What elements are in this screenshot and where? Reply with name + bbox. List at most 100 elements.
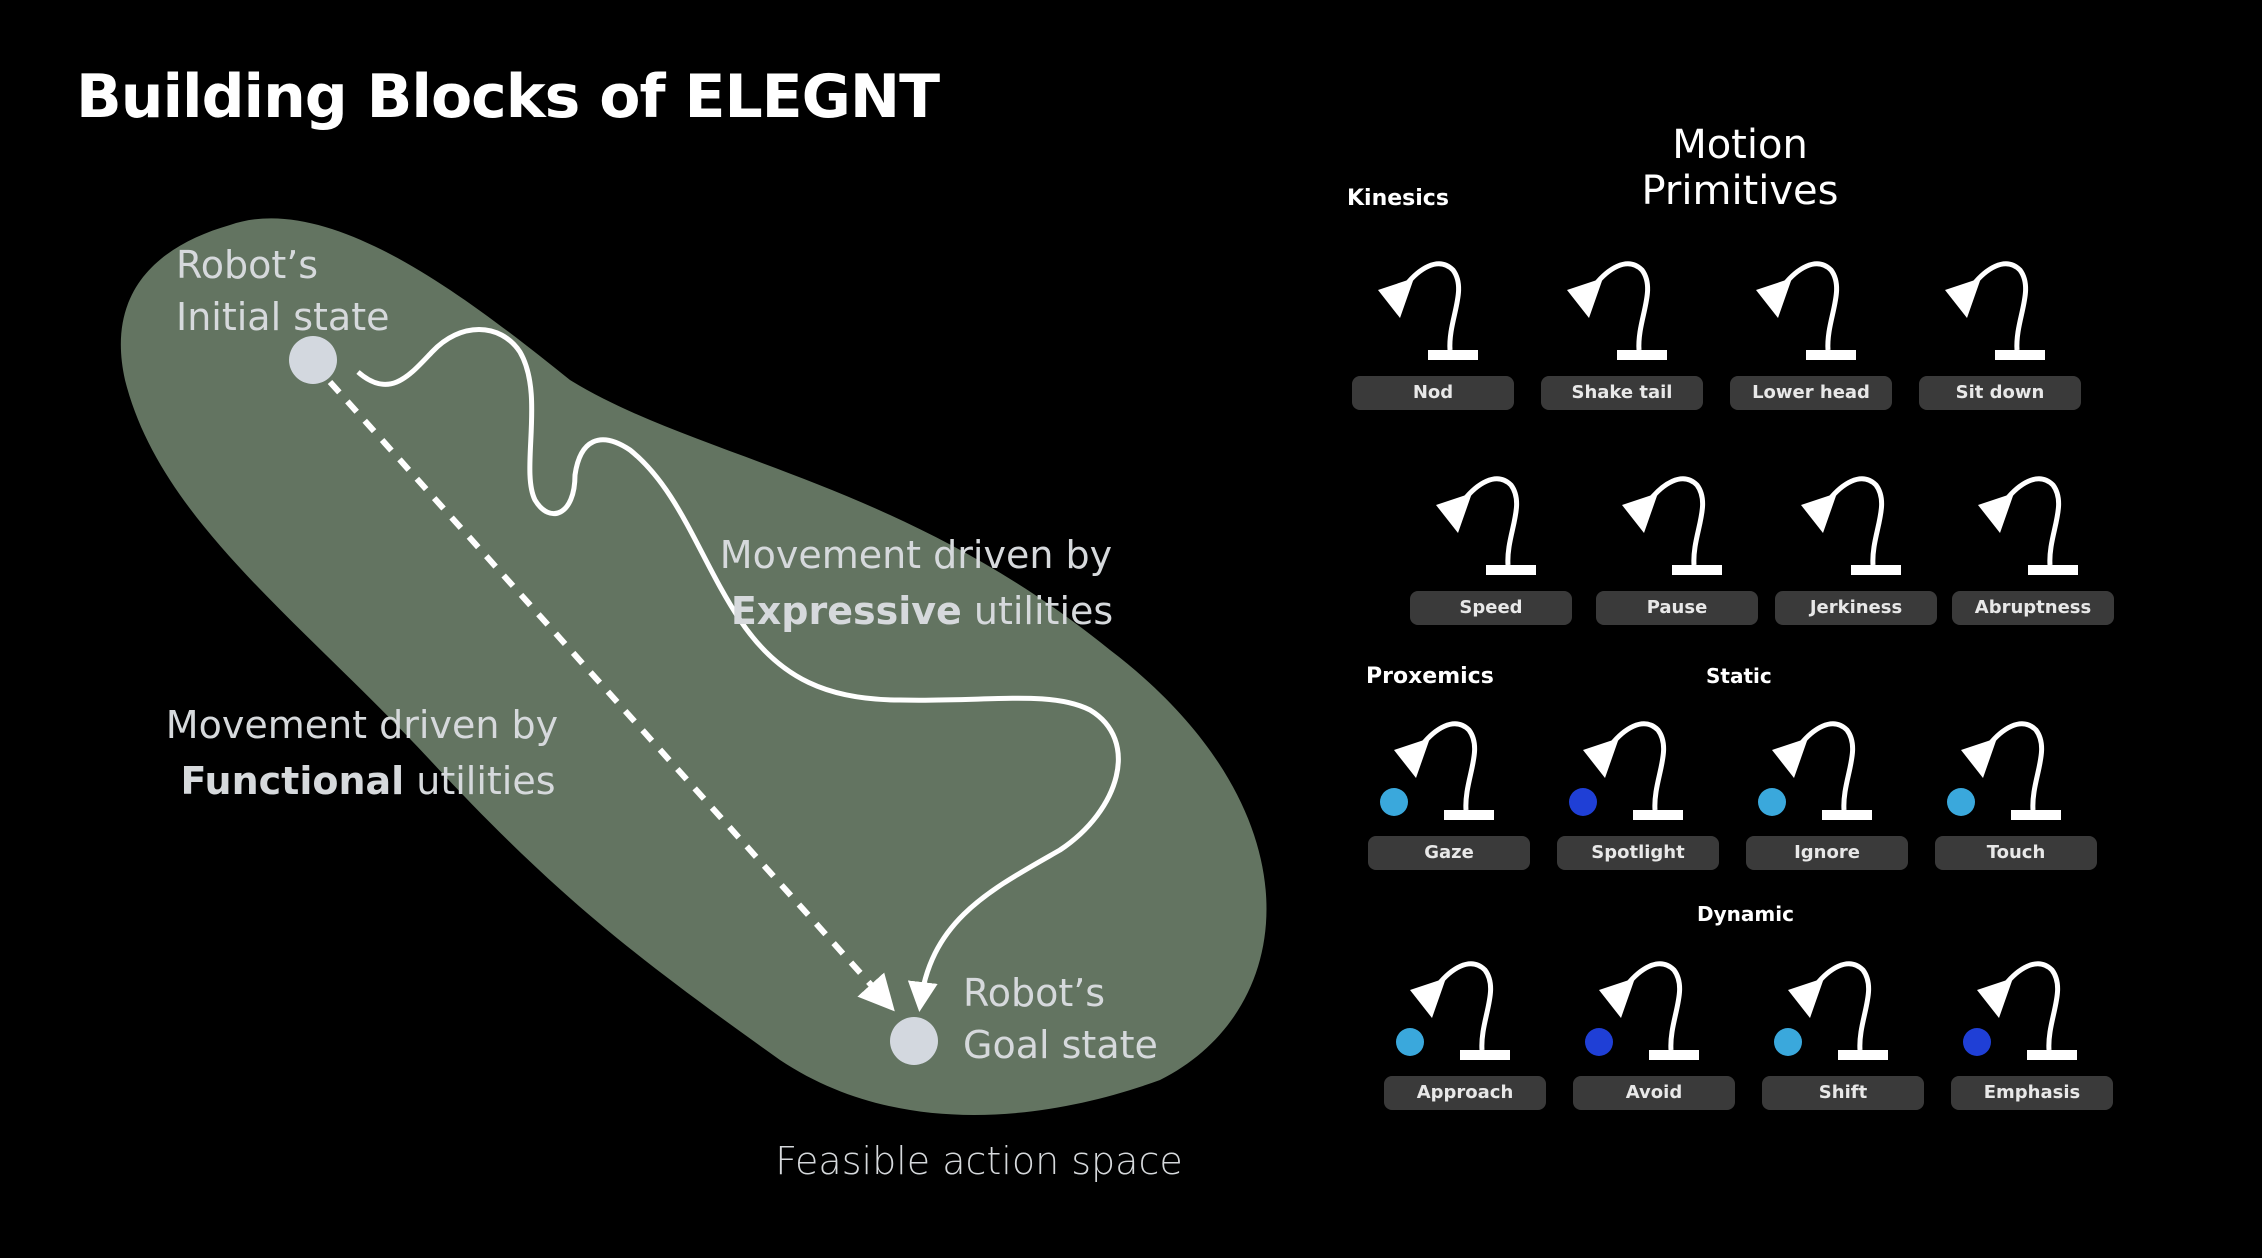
lamp-base [1995,350,2045,360]
lamp-base [2027,1050,2077,1060]
lamp-arm [1782,261,1840,351]
initial-state-dot [289,336,337,384]
goal-state-line1: Robot’s [963,971,1105,1015]
lamp-icon [1774,961,1888,1060]
lamp-base [1851,565,1901,575]
motion-primitive-shift: Shift [1762,940,1924,1110]
person-marker [1380,788,1408,816]
lamp-icon [1380,721,1494,820]
lamp-icon [1758,721,1872,820]
person-marker [1396,1028,1424,1056]
motion-primitive-gaze: Gaze [1368,700,1530,870]
lamp-arm [1814,961,1872,1051]
motion-primitive-lower-head: Lower head [1730,240,1892,410]
lamp-arm [1987,721,2045,811]
primitive-label: Emphasis [1951,1076,2113,1110]
motion-primitive-pause: Pause [1596,455,1758,625]
lamp-arm [1648,476,1706,566]
goal-state-line2: Goal state [963,1023,1158,1067]
lamp-base [1633,810,1683,820]
lamp-base [1822,810,1872,820]
primitive-label: Approach [1384,1076,1546,1110]
lamp-head [1599,978,1635,1018]
lamp-arm [1827,476,1885,566]
lamp-head [1394,738,1430,778]
lamp-icon [1945,261,2045,360]
lamp-icon [1963,961,2077,1060]
motion-primitive-shake-tail: Shake tail [1541,240,1703,410]
lamp-arm [1420,721,1478,811]
functional-bold: Functional [180,759,404,803]
lamp-arm [2004,476,2062,566]
motion-primitive-abruptness: Abruptness [1952,455,2114,625]
lamp-base [1806,350,1856,360]
lamp-base [1428,350,1478,360]
lamp-arm [1609,721,1667,811]
lamp-icon [1978,476,2078,575]
lamp-icon [1801,476,1901,575]
motion-primitive-jerkiness: Jerkiness [1775,455,1937,625]
primitive-label: Spotlight [1557,836,1719,870]
lamp-icon [1436,476,1536,575]
lamp-head [1977,978,2013,1018]
lamp-icon [1622,476,1722,575]
lamp-base [1486,565,1536,575]
person-marker [1947,788,1975,816]
functional-path [327,379,895,1012]
lamp-head [1961,738,1997,778]
person-marker [1569,788,1597,816]
goal-state-label: Robot’s Goal state [963,971,1158,1067]
lamp-head [1945,278,1981,318]
expressive-line1: Movement driven by [720,533,1112,577]
expressive-rest: utilities [962,589,1113,633]
primitive-label: Shake tail [1541,376,1703,410]
lamp-head [1801,493,1837,533]
person-marker [1585,1028,1613,1056]
person-marker [1774,1028,1802,1056]
expressive-bold: Expressive [731,589,962,633]
primitive-label: Jerkiness [1775,591,1937,625]
lamp-icon [1396,961,1510,1060]
motion-primitive-approach: Approach [1384,940,1546,1110]
lamp-icon [1569,721,1683,820]
dynamic-title: Dynamic [1697,902,1794,926]
lamp-base [1617,350,1667,360]
lamp-head [1410,978,1446,1018]
initial-state-label: Robot’s Initial state [176,243,390,339]
primitive-label: Sit down [1919,376,2081,410]
functional-label: Movement driven by Functional utilities [166,703,570,803]
lamp-head [1788,978,1824,1018]
goal-state-dot [890,1017,938,1065]
primitive-label: Touch [1935,836,2097,870]
lamp-head [1583,738,1619,778]
slide-title: Building Blocks of ELEGNT [76,62,940,132]
lamp-base [1460,1050,1510,1060]
lamp-head [1436,493,1472,533]
lamp-arm [1462,476,1520,566]
person-marker [1758,788,1786,816]
functional-rest: utilities [404,759,555,803]
lamp-head [1567,278,1603,318]
lamp-icon [1585,961,1699,1060]
motion-primitive-nod: Nod [1352,240,1514,410]
lamp-arm [1404,261,1462,351]
motion-primitive-touch: Touch [1935,700,2097,870]
expressive-path [356,327,1121,1012]
motion-primitive-emphasis: Emphasis [1951,940,2113,1110]
action-space-diagram: Robot’s Initial state Robot’s Goal state… [120,218,1267,1183]
lamp-base [1672,565,1722,575]
lamp-base [2011,810,2061,820]
motion-primitive-avoid: Avoid [1573,940,1735,1110]
kinesics-title: Kinesics [1347,186,1449,211]
lamp-icon [1756,261,1856,360]
primitive-label: Pause [1596,591,1758,625]
initial-state-line1: Robot’s [176,243,318,287]
lamp-icon [1947,721,2061,820]
primitive-label: Nod [1352,376,1514,410]
motion-primitive-spotlight: Spotlight [1557,700,1719,870]
initial-state-line2: Initial state [176,295,390,339]
lamp-base [1444,810,1494,820]
lamp-icon [1378,261,1478,360]
proxemics-title: Proxemics [1366,664,1494,689]
primitive-label: Gaze [1368,836,1530,870]
